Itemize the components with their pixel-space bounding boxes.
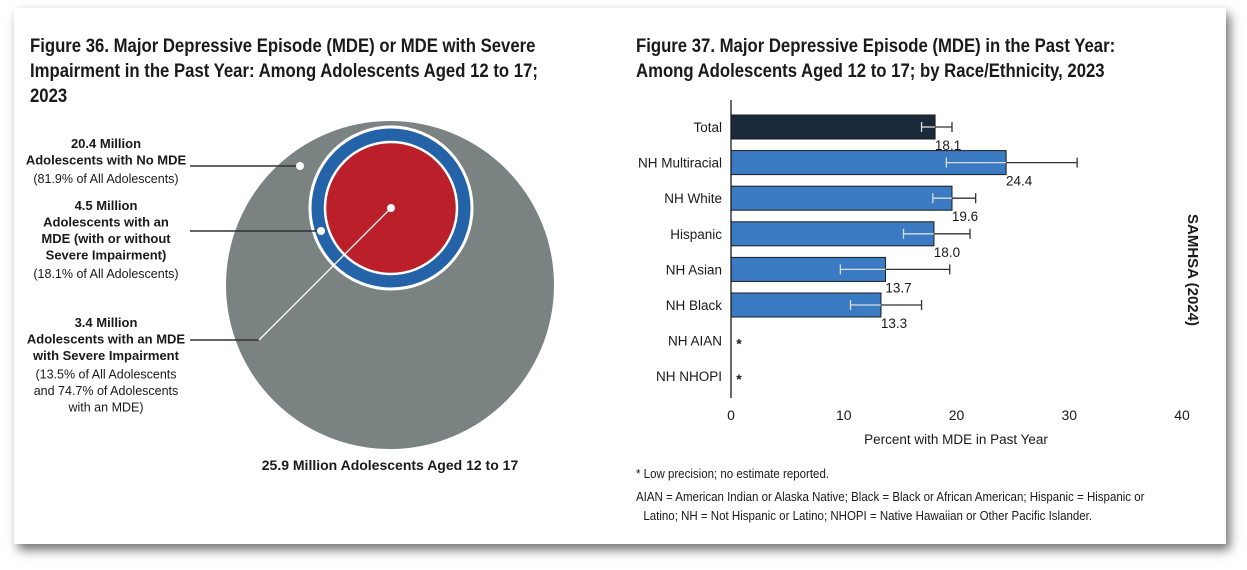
category-label: NH Asian bbox=[666, 262, 722, 277]
total-label: 25.9 Million Adolescents Aged 12 to 17 bbox=[262, 457, 519, 473]
data-label: 13.7 bbox=[885, 280, 911, 295]
category-label: Hispanic bbox=[670, 227, 722, 242]
footnote-precision: * Low precision; no estimate reported. bbox=[636, 467, 830, 481]
figure36-title: Figure 36. Major Depressive Episode (MDE… bbox=[30, 34, 538, 109]
data-label: * bbox=[736, 336, 742, 352]
category-label: NH Multiracial bbox=[638, 156, 722, 171]
bar bbox=[730, 185, 953, 211]
data-label: 18.1 bbox=[935, 138, 961, 153]
label-bold-line: Adolescents with an MDE bbox=[27, 332, 186, 347]
footnotes: * Low precision; no estimate reported. A… bbox=[636, 465, 1144, 526]
marker-dot bbox=[317, 227, 325, 235]
label-bold-line: with Severe Impairment bbox=[32, 348, 180, 363]
x-tick-label: 20 bbox=[949, 407, 965, 423]
figure37-title: Figure 37. Major Depressive Episode (MDE… bbox=[636, 34, 1115, 84]
figure-card bbox=[14, 8, 1226, 544]
title-line: 2023 bbox=[30, 86, 68, 107]
label-bold-line: Adolescents with an bbox=[43, 215, 169, 230]
leader-line-severe-inner bbox=[258, 207, 392, 341]
label-note-line: (13.5% of All Adolescents bbox=[35, 368, 176, 382]
category-label: NH Black bbox=[666, 298, 723, 313]
label-note-line: (81.9% of All Adolescents) bbox=[33, 172, 178, 186]
bar bbox=[730, 114, 936, 140]
x-tick-label: 0 bbox=[727, 407, 735, 423]
label-bold-line: Adolescents with No MDE bbox=[26, 153, 187, 168]
x-tick-label: 30 bbox=[1061, 407, 1077, 423]
label-note-line: (18.1% of All Adolescents) bbox=[33, 267, 178, 281]
data-label: 13.3 bbox=[881, 316, 907, 331]
label-bold-line: MDE (with or without bbox=[41, 231, 171, 246]
title-line: Figure 36. Major Depressive Episode (MDE… bbox=[30, 36, 536, 57]
category-label: Total bbox=[693, 120, 722, 135]
data-label: 24.4 bbox=[1006, 174, 1033, 189]
source-label: SAMHSA (2024) bbox=[1184, 214, 1201, 326]
x-axis-title: Percent with MDE in Past Year bbox=[864, 432, 1048, 447]
label-bold-line: Severe Impairment) bbox=[46, 248, 167, 263]
data-label: 19.6 bbox=[952, 209, 978, 224]
x-tick-label: 40 bbox=[1174, 407, 1190, 423]
label-note-line: with an MDE) bbox=[67, 401, 143, 415]
label-note-line: and 74.7% of Adolescents bbox=[34, 384, 179, 398]
label-bold-line: 20.4 Million bbox=[71, 136, 141, 151]
circle-labels: 20.4 Million Adolescents with No MDE (81.9… bbox=[26, 136, 187, 415]
data-label: * bbox=[736, 371, 742, 387]
category-label: NH White bbox=[664, 191, 722, 206]
footnote-abbreviations: AIAN = American Indian or Alaska Native;… bbox=[636, 490, 1145, 504]
bar-chart: Total 18.1 NH Multiracial 24.4 NH White 19.6 H… bbox=[638, 100, 1190, 423]
nested-circle-diagram: 20.4 Million Adolescents with No MDE (81.9… bbox=[26, 121, 554, 473]
label-bold-line: 3.4 Million bbox=[75, 315, 138, 330]
data-label: 18.0 bbox=[934, 245, 960, 260]
label-bold-line: 4.5 Million bbox=[75, 198, 138, 213]
marker-dot bbox=[296, 162, 304, 170]
title-line: Impairment in the Past Year: Among Adole… bbox=[30, 61, 538, 82]
title-line: Among Adolescents Aged 12 to 17; by Race… bbox=[636, 61, 1105, 82]
marker-dot bbox=[387, 204, 395, 212]
title-line: Figure 37. Major Depressive Episode (MDE… bbox=[636, 36, 1116, 57]
category-label: NH NHOPI bbox=[656, 369, 722, 384]
bar bbox=[730, 221, 935, 247]
x-tick-label: 10 bbox=[836, 407, 852, 423]
category-label: NH AIAN bbox=[668, 334, 722, 349]
footnote-abbreviations-cont: Latino; NH = Not Hispanic or Latino; NHO… bbox=[643, 509, 1093, 523]
